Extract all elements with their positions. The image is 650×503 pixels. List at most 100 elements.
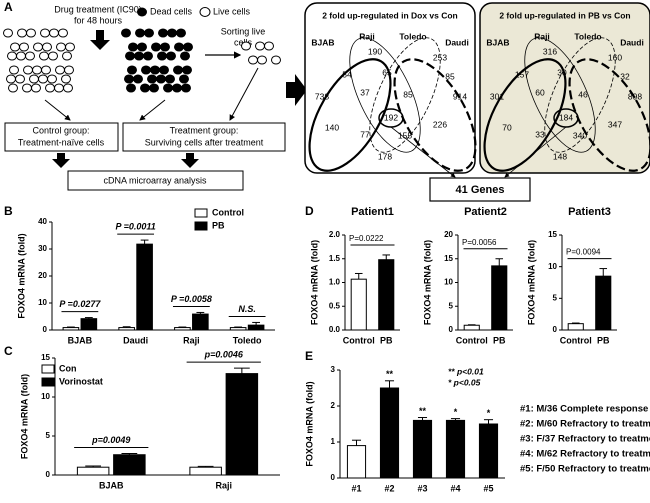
venn-title: 2 fold up-regulated in PB vs Con <box>499 10 630 20</box>
live-cell <box>58 28 68 38</box>
box-text: Surviving cells after treatment <box>145 137 264 147</box>
y-tick-label: 2 <box>331 401 336 410</box>
x-tick-label: #2 <box>384 483 394 493</box>
dead-cell-icon <box>137 7 147 17</box>
bar <box>378 259 395 331</box>
y-tick-label: 0 <box>553 325 558 334</box>
dead-cell <box>141 65 151 75</box>
bar <box>463 324 480 331</box>
bar <box>229 327 247 331</box>
venn-set <box>524 37 596 153</box>
dead-cell <box>179 74 189 84</box>
dead-cell <box>176 28 186 38</box>
dead-cell <box>149 83 159 93</box>
annotation: * <box>487 408 491 418</box>
live-cell <box>23 65 33 75</box>
venn-count: 184 <box>559 112 573 122</box>
dead-cell <box>125 51 135 61</box>
arrow <box>390 126 456 178</box>
y-tick-label: 0 <box>449 325 454 334</box>
venn-count: 898 <box>628 91 642 101</box>
x-tick-label: PB <box>380 335 393 345</box>
y-tick-label: 1.0 <box>329 278 341 287</box>
dead-cell <box>150 65 160 75</box>
y-tick-label: 15 <box>41 353 50 362</box>
live-cell <box>40 28 50 38</box>
venn-count: 30 <box>557 67 567 77</box>
dead-cell <box>121 28 131 38</box>
y-tick-label: 20 <box>444 230 453 239</box>
x-tick-label: BJAB <box>68 335 93 345</box>
x-tick-label: Daudi <box>123 335 148 345</box>
annotation: ** <box>419 406 427 416</box>
legend-label: Vorinostat <box>59 376 103 386</box>
x-tick-label: Raji <box>215 480 232 490</box>
analysis-box <box>67 170 244 191</box>
venn-set-label: Raji <box>359 31 375 41</box>
live-cell <box>31 83 41 93</box>
patient-info: #1: M/36 Complete response <box>520 404 648 415</box>
bar <box>174 327 191 331</box>
y-axis-label: FOXO4 mRNA (fold) <box>304 381 314 466</box>
venn-count: 77 <box>360 129 370 139</box>
live-cell <box>241 41 251 51</box>
dead-cell <box>166 51 176 61</box>
venn-count: 914 <box>453 91 467 101</box>
bar <box>80 318 98 331</box>
result: 41 Genes <box>456 184 505 196</box>
venn-count: 65 <box>382 67 392 77</box>
venn-count: 140 <box>325 122 339 132</box>
live-cell-icon <box>199 7 211 17</box>
x-tick-label: #5 <box>483 483 493 493</box>
live-cell <box>49 28 59 38</box>
venn-count: 70 <box>502 122 512 132</box>
y-tick-label: 5 <box>553 293 558 302</box>
x-tick-label: Control <box>343 335 375 345</box>
schematic: Dead cells Live cells Drug treatment (IC… <box>4 4 531 202</box>
bar <box>478 423 499 479</box>
bar <box>445 419 466 479</box>
x-tick-label: #3 <box>417 483 427 493</box>
chart-title: Patient2 <box>464 206 507 218</box>
dead-cell <box>159 65 169 75</box>
live-cell <box>255 41 265 51</box>
venn-count: 253 <box>433 52 447 62</box>
bar <box>595 275 612 331</box>
dead-cell <box>182 65 192 75</box>
bar <box>247 324 265 331</box>
x-tick-label: Toledo <box>233 335 262 345</box>
arrow <box>139 99 166 121</box>
y-axis-label: FOXO4 mRNA (fold) <box>422 240 432 325</box>
live-cell <box>10 42 20 52</box>
x-tick-label: #4 <box>450 483 460 493</box>
bar <box>192 313 209 331</box>
y-tick-label: 0 <box>331 473 336 482</box>
x-tick-label: BJAB <box>99 480 124 490</box>
box-text: Treatment group: <box>170 125 239 135</box>
dead-cell <box>163 83 173 93</box>
arrow <box>229 67 259 121</box>
y-tick-label: 10 <box>41 392 50 401</box>
live-cell <box>39 51 49 61</box>
bar <box>225 373 259 476</box>
live-cell <box>54 83 64 93</box>
venn-count: 155 <box>398 130 412 140</box>
venn-set-label: Daudi <box>445 37 469 47</box>
live-label: Live cells <box>213 6 251 16</box>
live-cell <box>65 42 75 52</box>
venn-count: 37 <box>360 87 370 97</box>
dead-cell <box>133 74 143 84</box>
big-arrow <box>286 74 307 106</box>
live-cell <box>33 42 43 52</box>
venn-count: 347 <box>608 119 622 129</box>
bar <box>136 243 153 331</box>
live-cell <box>264 41 274 51</box>
dead-label: Dead cells <box>150 6 193 16</box>
panel-label: C <box>4 344 13 358</box>
arrow <box>504 126 567 178</box>
dead-cell <box>167 28 177 38</box>
live-cell <box>41 65 51 75</box>
box-text: Control group: <box>32 125 89 135</box>
live-cell <box>26 28 36 38</box>
venn-count: 54 <box>342 69 352 79</box>
